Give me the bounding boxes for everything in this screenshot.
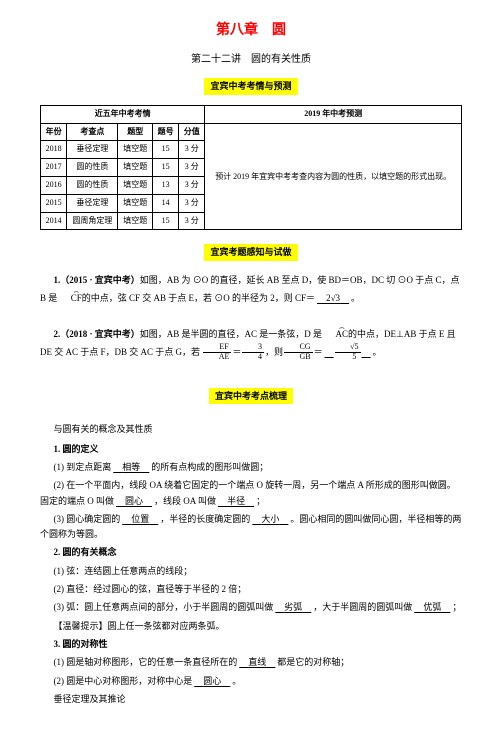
blank-3: 半径 — [216, 496, 256, 506]
cell-year: 2015 — [41, 194, 67, 212]
cell-year: 2018 — [41, 141, 67, 159]
cell-score: 3 分 — [179, 141, 205, 159]
blank-4: 位置 — [120, 514, 160, 524]
col-num: 题号 — [153, 123, 179, 141]
frac-cg-gb: CGGB — [284, 343, 313, 362]
blank-6: 劣弧 — [273, 602, 313, 612]
outline-p3: (3) 圆心确定圆的 位置 ，半径的长度确定圆的 大小 。圆心相同的圆叫做同心圆… — [40, 512, 462, 543]
cell-type: 填空题 — [118, 212, 153, 230]
cell-num: 15 — [153, 159, 179, 177]
cell-type: 填空题 — [118, 194, 153, 212]
outline-p6: (3) 弧：圆上任意两点间的部分，小于半圆周的圆弧叫做 劣弧 ，大于半圆周的圆弧… — [40, 600, 462, 615]
blank-2: 圆心 — [114, 496, 154, 506]
col-score: 分值 — [179, 123, 205, 141]
header-left: 近五年中考考情 — [41, 105, 205, 123]
section-1-header: 宜宾中考考情与预测 — [40, 78, 462, 94]
outline-p8: (2) 圆是中心对称图形，对称中心是 圆心 。 — [40, 674, 462, 689]
col-year: 年份 — [41, 123, 67, 141]
outline-foot: 垂径定理及其推论 — [40, 692, 462, 707]
cell-num: 13 — [153, 176, 179, 194]
outline-p4: (1) 弦：连结圆上任意两点的线段； — [40, 564, 462, 579]
outline-h2: 2. 圆的有关概念 — [40, 545, 462, 560]
outline-p1: (1) 到定点距离 相等 的所有点构成的图形叫做圆； — [40, 460, 462, 475]
cell-score: 3 分 — [179, 159, 205, 177]
section-2-header: 宜宾考题感知与试做 — [40, 244, 462, 260]
cell-score: 3 分 — [179, 212, 205, 230]
problem-2-label: 2.（2018 · 宜宾中考） — [54, 329, 140, 339]
frac-3-4: 34 — [242, 343, 264, 362]
outline-p7: (1) 圆是轴对称图形，它的任意一条直径所在的 直线 都是它的对称轴； — [40, 655, 462, 670]
blank-9: 圆心 — [192, 676, 232, 686]
table-header-row-1: 近五年中考考情 2019 年中考预测 — [41, 105, 462, 123]
cell-point: 圆的性质 — [67, 176, 118, 194]
problem-1-answer: 2√3 — [315, 293, 351, 303]
table-header-row-2: 年份 考查点 题型 题号 分值 预计 2019 年宜宾中考考查内容为圆的性质，以… — [41, 123, 462, 141]
header-right: 2019 年中考预测 — [205, 105, 462, 123]
outline-p2: (2) 在一个平面内，线段 OA 绕着它固定的一个端点 O 旋转一周，另一个端点… — [40, 478, 462, 509]
problem-1-body-c: 。 — [351, 293, 360, 303]
eq2: ＝ — [314, 347, 323, 357]
cell-point: 圆的性质 — [67, 159, 118, 177]
chapter-title: 第八章 圆 — [40, 20, 462, 42]
cell-type: 填空题 — [118, 159, 153, 177]
arc-ac: AC — [322, 325, 348, 343]
blank-7: 优弧 — [412, 602, 452, 612]
problem-2-body-c: ，则 — [265, 347, 283, 357]
cell-type: 填空题 — [118, 176, 153, 194]
col-type: 题型 — [118, 123, 153, 141]
cell-year: 2014 — [41, 212, 67, 230]
outline-title: 与圆有关的概念及其性质 — [40, 422, 462, 437]
cell-point: 垂径定理 — [67, 194, 118, 212]
cell-num: 14 — [153, 194, 179, 212]
blank-5: 大小 — [250, 514, 290, 524]
cell-score: 3 分 — [179, 176, 205, 194]
problem-2-body-a: 如图，AB 是半圆的直径，AC 是一条弦，D 是 — [140, 329, 322, 339]
blank-8: 直线 — [237, 657, 277, 667]
cell-num: 15 — [153, 141, 179, 159]
forecast-cell: 预计 2019 年宜宾中考考查内容为圆的性质，以填空题的形式出现。 — [205, 123, 462, 230]
eq1: ＝ — [232, 347, 241, 357]
cell-year: 2017 — [41, 159, 67, 177]
section-2-label: 宜宾考题感知与试做 — [204, 244, 297, 260]
exam-trend-table: 近五年中考考情 2019 年中考预测 年份 考查点 题型 题号 分值 预计 20… — [40, 105, 462, 231]
lesson-title: 第二十二讲 圆的有关性质 — [40, 52, 462, 68]
outline: 与圆有关的概念及其性质 1. 圆的定义 (1) 到定点距离 相等 的所有点构成的… — [40, 422, 462, 707]
arc-cf: CF — [57, 289, 82, 307]
outline-p5: (2) 直径：经过圆心的弦，直径等于半径的 2 倍； — [40, 582, 462, 597]
problem-1-body-b: 的中点，弦 CF 交 AB 于点 E，若 ⊙O 的半径为 2，则 CF＝ — [82, 293, 315, 303]
frac-ef-ae: EFAE — [203, 343, 231, 362]
cell-year: 2016 — [41, 176, 67, 194]
problem-2-answer: √55 — [323, 347, 373, 357]
section-1-label: 宜宾中考考情与预测 — [204, 78, 297, 94]
outline-tip: 【温馨提示】圆上任一条弦都对应两条弧。 — [40, 619, 462, 634]
section-3-header: 宜宾中考考点梳理 — [40, 388, 462, 404]
cell-score: 3 分 — [179, 194, 205, 212]
outline-h1: 1. 圆的定义 — [40, 442, 462, 457]
cell-point: 圆周角定理 — [67, 212, 118, 230]
cell-type: 填空题 — [118, 141, 153, 159]
cell-num: 15 — [153, 212, 179, 230]
blank-1: 相等 — [111, 462, 151, 472]
col-point: 考查点 — [67, 123, 118, 141]
problem-2-body-d: 。 — [373, 347, 382, 357]
cell-point: 垂径定理 — [67, 141, 118, 159]
problem-1: 1.（2015 · 宜宾中考）如图，AB 为 ⊙O 的直径，延长 AB 至点 D… — [40, 271, 462, 307]
outline-h3: 3. 圆的对称性 — [40, 637, 462, 652]
problem-2: 2.（2018 · 宜宾中考）如图，AB 是半圆的直径，AC 是一条弦，D 是A… — [40, 325, 462, 362]
section-3-label: 宜宾中考考点梳理 — [209, 388, 293, 404]
